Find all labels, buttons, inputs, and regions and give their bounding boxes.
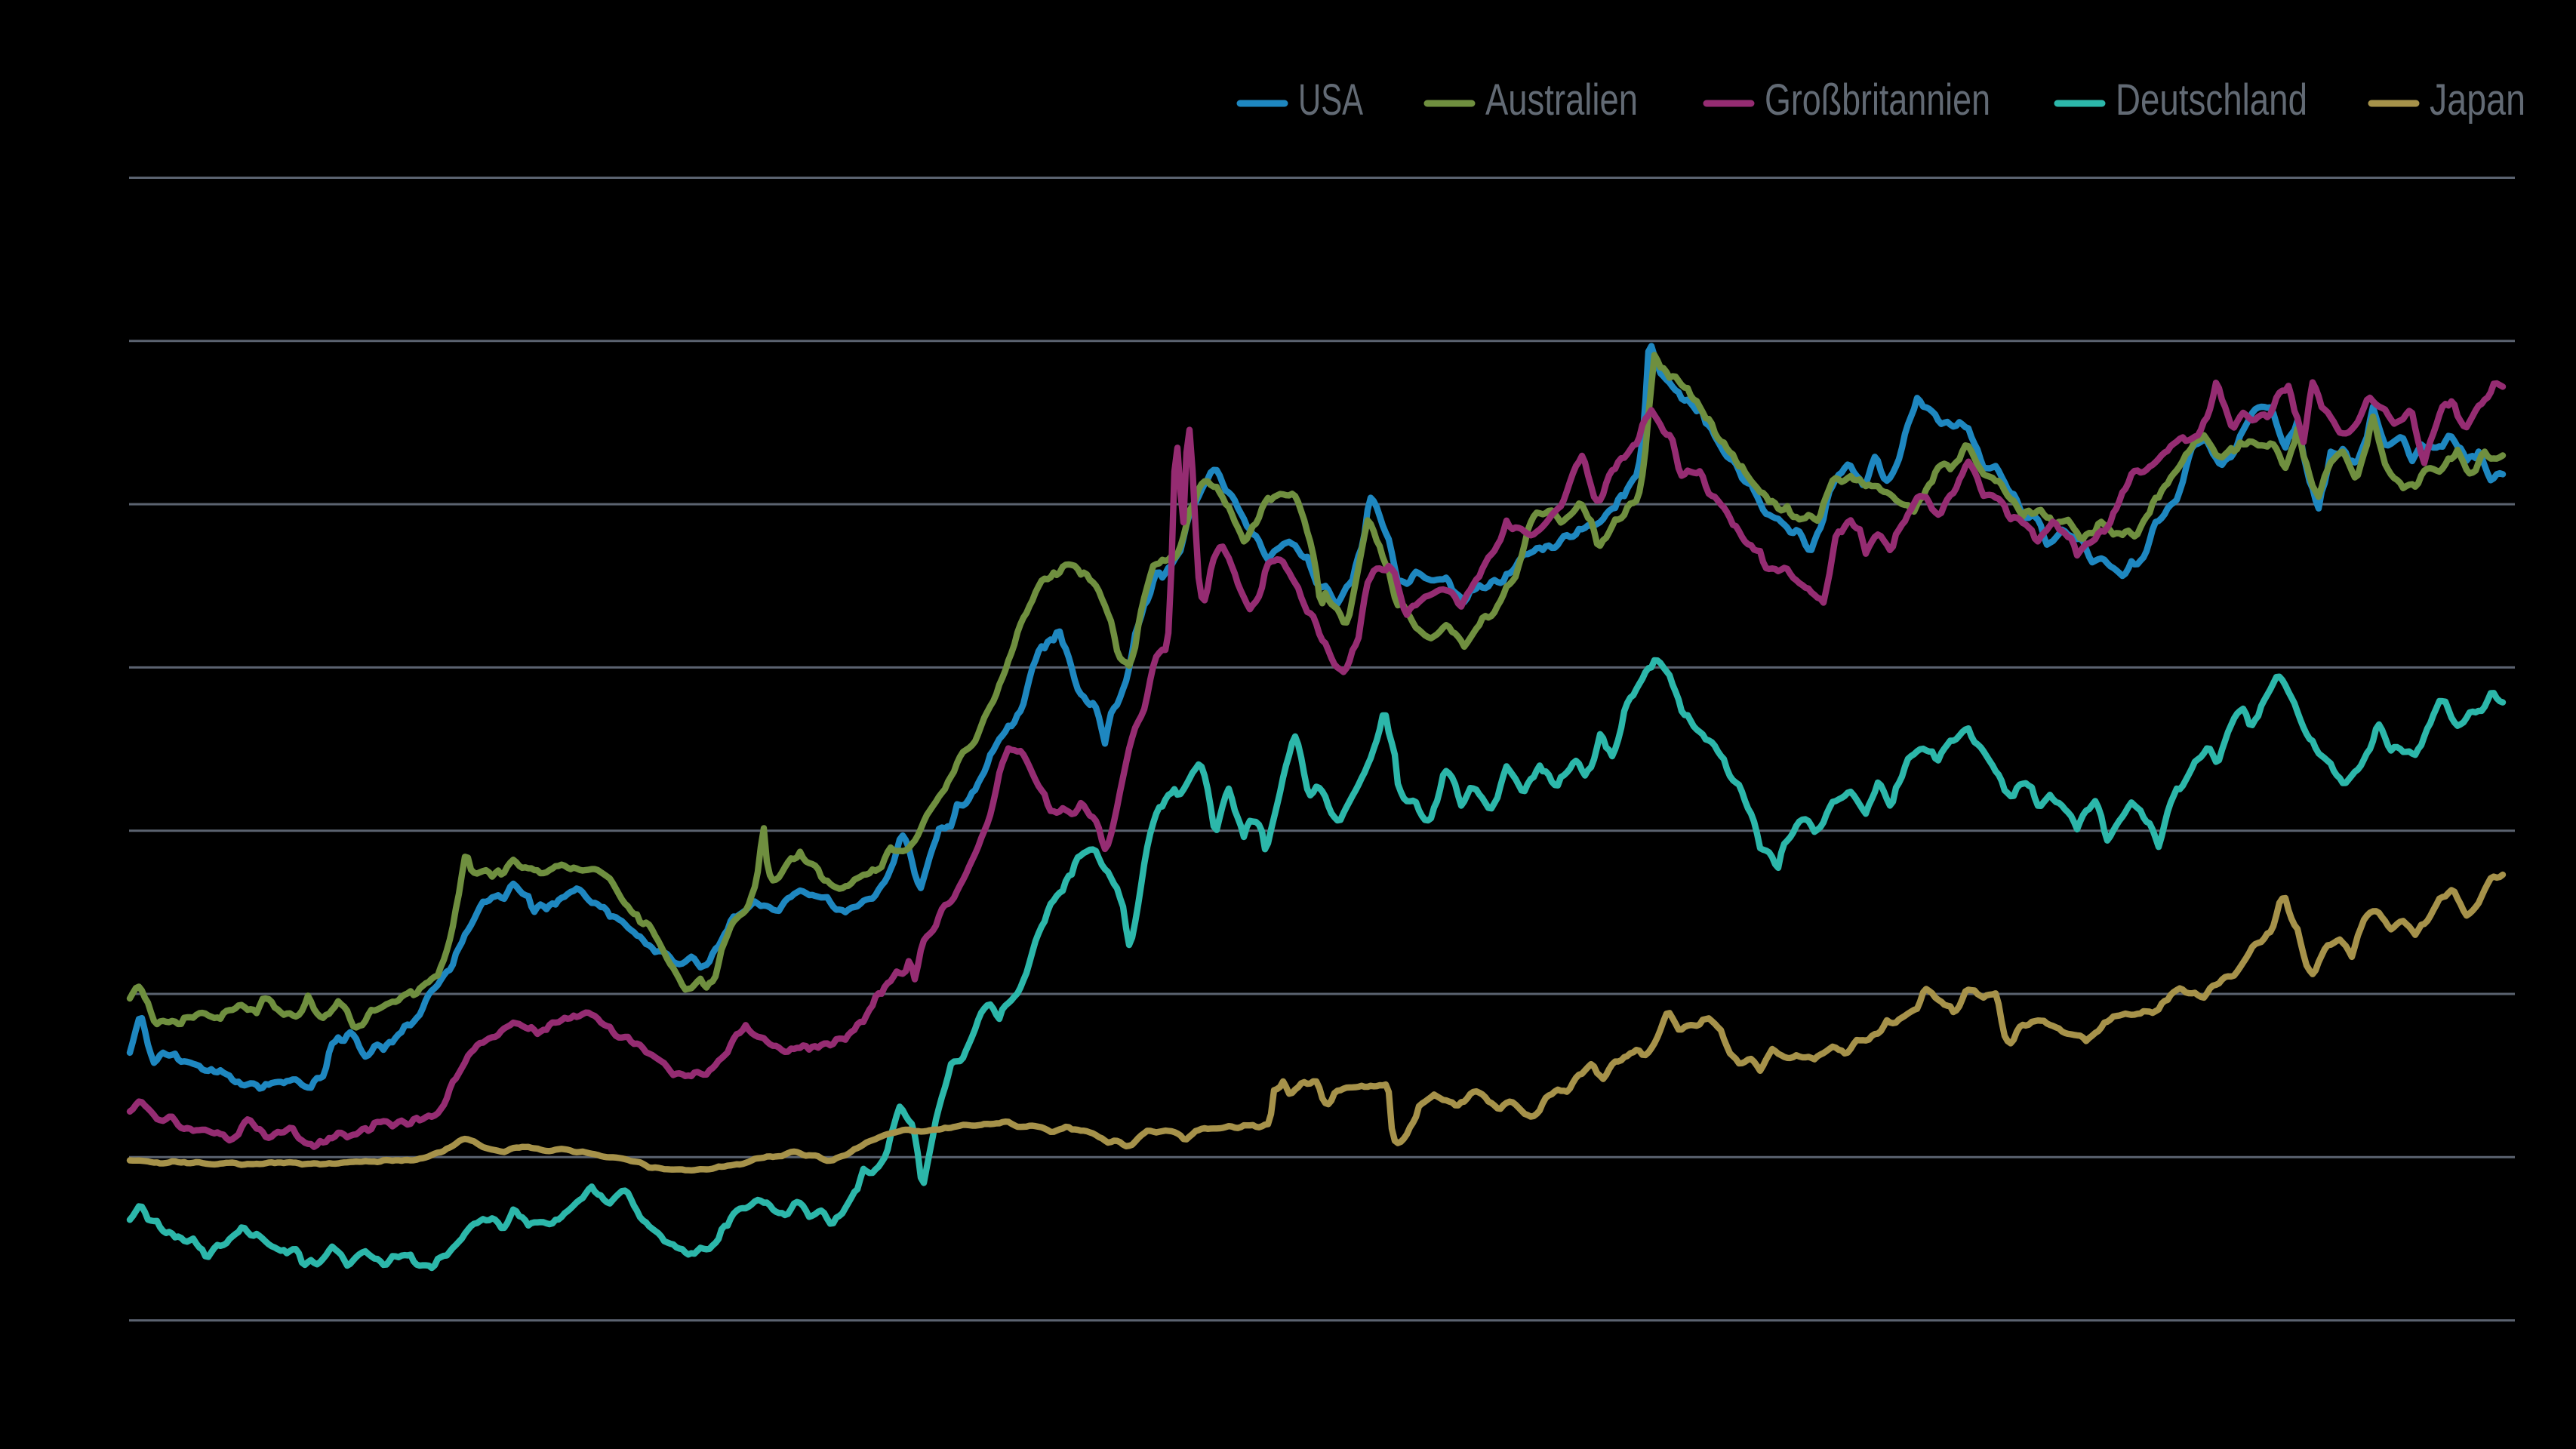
svg-text:USA: USA [1298, 75, 1363, 125]
svg-text:Großbritannien: Großbritannien [1765, 75, 1990, 125]
svg-text:Deutschland: Deutschland [2116, 75, 2307, 125]
svg-text:Australien: Australien [1485, 75, 1638, 125]
svg-text:Japan: Japan [2430, 75, 2525, 125]
